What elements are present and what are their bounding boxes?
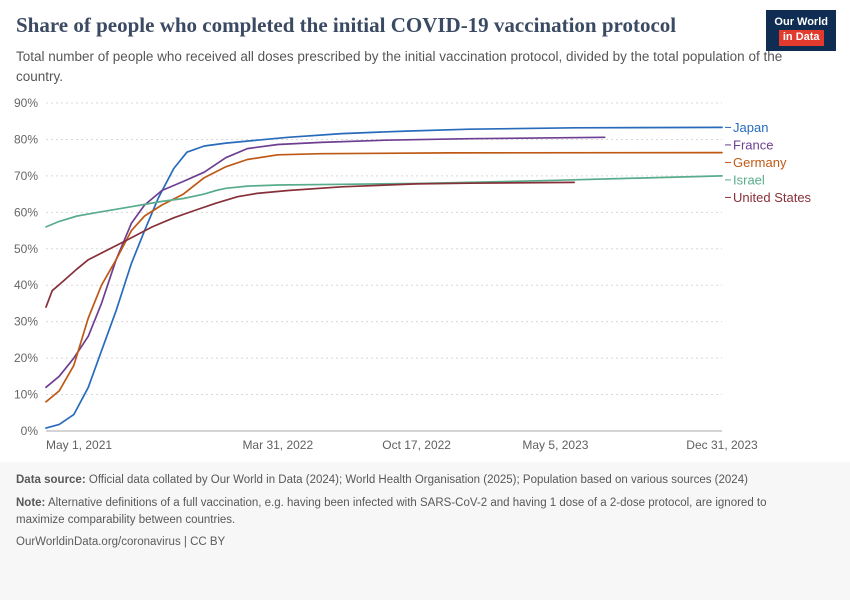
owid-logo-line2: in Data: [778, 30, 824, 46]
series-line-japan: [45, 126, 723, 430]
y-axis-tick-40: 40%: [14, 278, 38, 292]
x-axis-tick-0: May 1, 2021: [46, 438, 112, 452]
data-source-label: Data source:: [16, 474, 86, 487]
series-line-united-states: [45, 181, 576, 309]
note-text: Alternative definitions of a full vaccin…: [16, 496, 767, 526]
x-axis-tick-1: Mar 31, 2022: [242, 438, 313, 452]
data-source-text: Official data collated by Our World in D…: [88, 474, 748, 487]
legend-label-germany[interactable]: Germany: [733, 155, 787, 170]
chart-area: 0% 10% 20% 30% 40% 50% 60% 70% 80% 90% May 1, 2021…: [0, 89, 850, 463]
note-line: Note: Alternative definitions of a full …: [16, 495, 788, 528]
legend-label-france[interactable]: France: [733, 138, 773, 153]
y-axis-tick-80: 80%: [14, 133, 38, 147]
chart-subtitle: Total number of people who received all …: [16, 48, 783, 84]
chart-header: Share of people who completed the initia…: [0, 0, 850, 89]
owid-logo-line1: Our World: [774, 16, 828, 28]
y-axis-tick-90: 90%: [14, 96, 38, 110]
y-axis-tick-60: 60%: [14, 206, 38, 220]
y-axis-tick-0: 0%: [21, 424, 39, 438]
series-line-germany: [45, 151, 723, 403]
owid-logo[interactable]: Our World in Data: [766, 10, 836, 51]
series-line-israel: [45, 175, 723, 228]
data-source-line: Data source: Official data collated by O…: [16, 472, 788, 489]
series-line-france: [45, 136, 606, 389]
y-axis-tick-10: 10%: [14, 388, 38, 402]
legend-label-japan[interactable]: Japan: [733, 120, 768, 135]
legend-label-israel[interactable]: Israel: [733, 173, 765, 188]
footer-license-link[interactable]: OurWorldinData.org/coronavirus | CC BY: [16, 536, 226, 549]
y-axis-tick-50: 50%: [14, 242, 38, 256]
chart-title: Share of people who completed the initia…: [16, 13, 677, 37]
chart-footer: Data source: Official data collated by O…: [0, 462, 850, 600]
y-axis-tick-20: 20%: [14, 351, 38, 365]
note-label: Note:: [16, 496, 46, 509]
y-axis-tick-30: 30%: [14, 315, 38, 329]
chart-svg: 0% 10% 20% 30% 40% 50% 60% 70% 80% 90% May 1, 2021…: [14, 96, 812, 452]
x-axis-tick-2: Oct 17, 2022: [382, 438, 451, 452]
x-axis-tick-3: May 5, 2023: [522, 438, 588, 452]
legend-label-united-states[interactable]: United States: [733, 190, 812, 205]
y-axis-tick-70: 70%: [14, 169, 38, 183]
x-axis-tick-4: Dec 31, 2023: [686, 438, 758, 452]
